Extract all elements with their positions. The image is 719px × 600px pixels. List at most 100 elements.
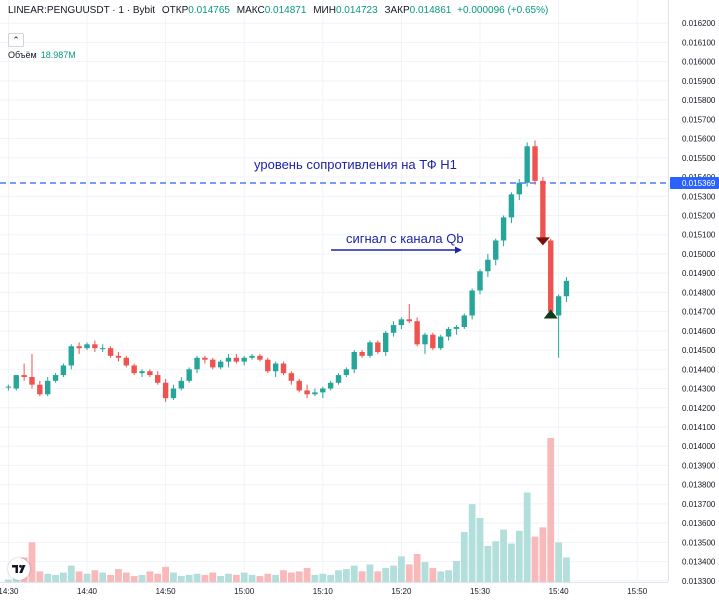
- candle-body: [37, 384, 43, 395]
- candle: [52, 373, 59, 383]
- candle: [367, 340, 373, 358]
- candle-body: [359, 351, 365, 356]
- candle: [375, 340, 381, 354]
- volume-bar: [130, 576, 138, 583]
- volume-bar: [390, 565, 397, 583]
- time-tick-label: 15:10: [313, 587, 334, 596]
- candle: [170, 384, 177, 401]
- volume-label: Объём: [8, 50, 37, 60]
- candle: [265, 357, 271, 374]
- candle-body: [162, 382, 169, 399]
- candles: [5, 140, 570, 402]
- volume-bar: [99, 572, 107, 583]
- price-tick-label: 0.016200: [682, 19, 716, 28]
- candle: [516, 178, 522, 201]
- collapse-legend-button[interactable]: ⌃: [8, 33, 24, 47]
- candle: [477, 269, 483, 295]
- volume-bar: [398, 556, 405, 583]
- volume-bar: [413, 554, 421, 583]
- candle: [194, 355, 200, 374]
- candle-body: [422, 334, 428, 345]
- volume-bars: [5, 438, 570, 583]
- candle: [92, 340, 98, 352]
- candle-body: [445, 328, 452, 337]
- volume-bar: [342, 569, 350, 583]
- time-tick-label: 15:30: [470, 587, 491, 596]
- candle-body: [139, 371, 145, 374]
- time-tick-label: 15:40: [549, 587, 570, 596]
- price-tick-label: 0.015900: [682, 77, 716, 86]
- candle-body: [548, 240, 554, 312]
- candle-body: [453, 327, 460, 329]
- volume-bar: [5, 579, 12, 583]
- candle: [139, 369, 145, 377]
- candle: [382, 330, 389, 356]
- candle-body: [508, 194, 515, 218]
- candle-body: [327, 382, 334, 389]
- resistance-price-label: 0.015369: [682, 179, 716, 188]
- candle: [304, 384, 310, 399]
- annotation-signal: сигнал с канала Qb: [346, 231, 464, 246]
- price-tick-label: 0.015100: [682, 231, 716, 240]
- candle-body: [68, 346, 74, 366]
- volume-legend: Объём 18.987M: [8, 50, 76, 60]
- tradingview-logo-icon[interactable]: [8, 558, 30, 580]
- volume-bar: [303, 567, 311, 583]
- candle: [210, 357, 216, 370]
- volume-bar: [287, 572, 295, 583]
- price-tick-label: 0.013900: [682, 461, 716, 470]
- candle: [233, 353, 240, 364]
- open-label: ОТКР: [161, 5, 189, 16]
- candle-body: [493, 240, 499, 260]
- price-tick-label: 0.014000: [682, 442, 716, 451]
- candle-body: [343, 369, 350, 376]
- low-label: МИН: [313, 5, 336, 16]
- volume-bar: [374, 571, 382, 583]
- price-tick-label: 0.014400: [682, 365, 716, 374]
- volume-bar: [67, 565, 75, 583]
- candle-body: [249, 355, 255, 358]
- price-tick-label: 0.016000: [682, 58, 716, 67]
- price-tick-label: 0.013600: [682, 519, 716, 528]
- volume-bar: [366, 564, 374, 583]
- price-tick-label: 0.013400: [682, 558, 716, 567]
- candle-body: [563, 280, 570, 297]
- high-label: МАКС: [236, 5, 265, 16]
- candle-body: [500, 217, 507, 241]
- candle: [29, 353, 35, 389]
- volume-bar: [52, 574, 59, 583]
- tradingview-logo-glyph: [12, 564, 26, 573]
- volume-bar: [146, 571, 154, 583]
- candle: [162, 378, 169, 402]
- price-tick-label: 0.015800: [682, 96, 716, 105]
- candle-body: [390, 325, 397, 333]
- volume-bar: [36, 571, 44, 583]
- price-tick-label: 0.015700: [682, 115, 716, 124]
- volume-bar: [209, 572, 217, 583]
- price-tick-label: 0.014700: [682, 308, 716, 317]
- sell-marker-icon: [535, 237, 550, 246]
- annotation-arrow-head-icon: [455, 246, 462, 254]
- volume-bar: [280, 570, 287, 583]
- price-tick-label: 0.016100: [682, 38, 716, 47]
- volume-bar: [515, 530, 523, 583]
- candle: [241, 355, 247, 366]
- candle-body: [100, 348, 106, 350]
- candle: [398, 317, 405, 329]
- volume-bar: [335, 570, 342, 583]
- candle: [414, 317, 420, 347]
- candle: [406, 303, 412, 324]
- candle: [296, 378, 302, 393]
- candle-body: [351, 351, 357, 370]
- candle: [155, 371, 161, 385]
- candle: [288, 371, 295, 385]
- open-value: 0.014765: [188, 5, 230, 16]
- volume-bar: [240, 572, 248, 583]
- time-tick-label: 14:50: [156, 587, 177, 596]
- candle: [335, 373, 342, 385]
- time-tick-label: 14:30: [0, 587, 19, 596]
- candle-body: [461, 315, 467, 328]
- candle: [524, 142, 530, 187]
- candle: [45, 376, 51, 397]
